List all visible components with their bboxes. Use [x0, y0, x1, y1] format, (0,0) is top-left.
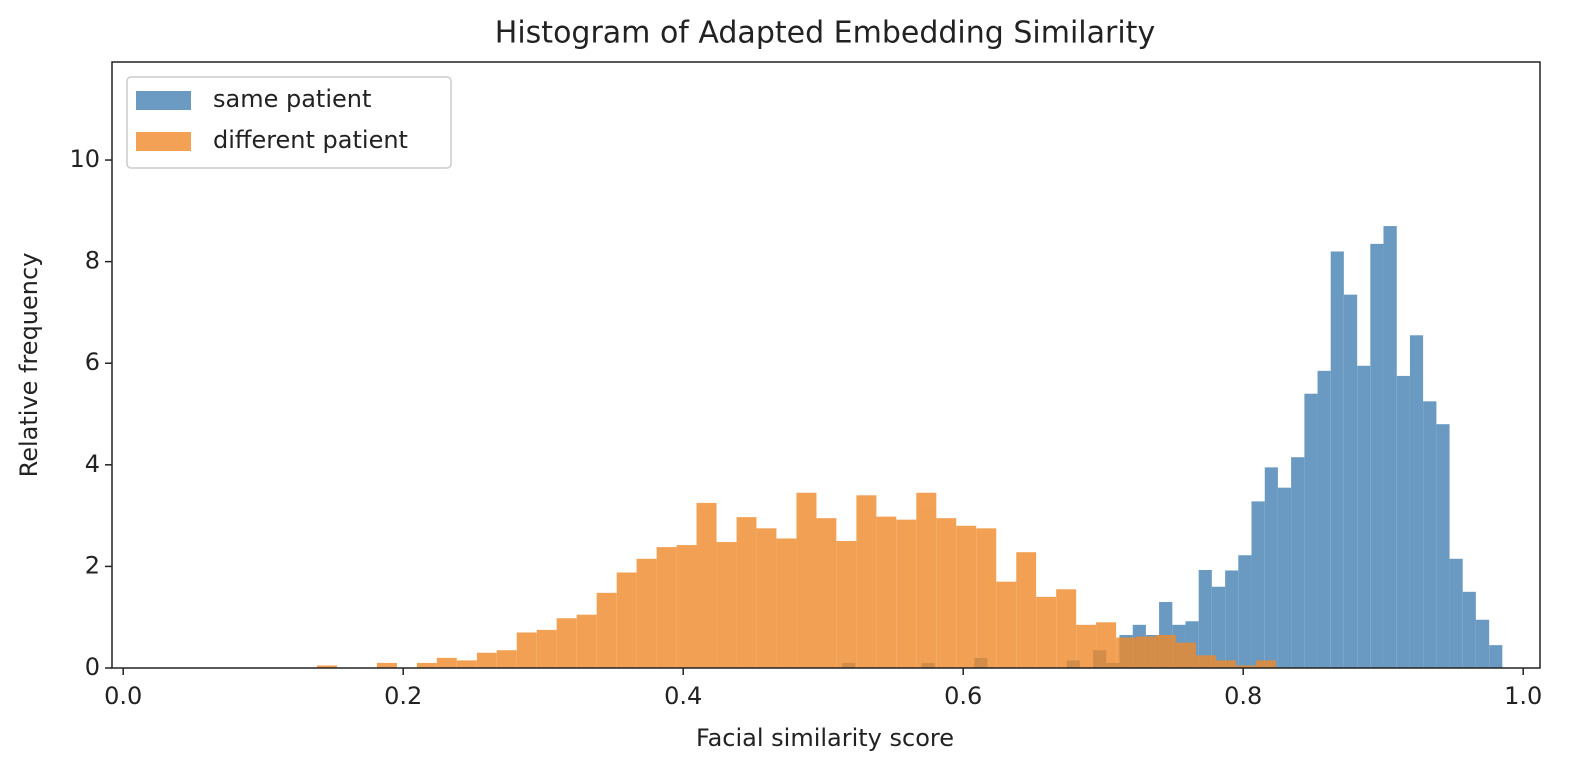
bar — [676, 545, 697, 668]
legend-swatch — [136, 132, 191, 151]
bar — [696, 502, 717, 668]
bar — [856, 495, 877, 668]
bar — [1036, 596, 1057, 668]
bar — [1396, 375, 1410, 668]
bar — [1291, 457, 1305, 668]
bar — [816, 518, 837, 668]
bar — [756, 528, 777, 668]
bar — [1370, 243, 1384, 668]
bar — [1251, 501, 1265, 668]
bar — [1489, 645, 1503, 668]
bar — [1198, 569, 1212, 668]
bar — [896, 519, 917, 668]
bar — [516, 632, 537, 668]
legend-label: same patient — [213, 85, 371, 113]
bar — [576, 614, 597, 668]
bar — [416, 662, 437, 668]
x-axis-label: Facial similarity score — [696, 724, 954, 752]
y-tick-label: 6 — [85, 348, 100, 376]
y-tick-label: 8 — [85, 247, 100, 275]
bar — [1155, 634, 1176, 668]
y-tick-label: 10 — [69, 145, 100, 173]
bar — [656, 547, 677, 668]
bar — [1357, 365, 1371, 668]
bar — [1116, 637, 1137, 668]
legend: same patient different patient — [126, 76, 452, 169]
y-tick-label: 2 — [85, 551, 100, 579]
x-tick-label: 0.4 — [664, 682, 702, 710]
bar — [456, 660, 477, 668]
bar — [1277, 487, 1292, 668]
bar — [1076, 624, 1097, 668]
bar — [1136, 636, 1156, 668]
bar — [1475, 619, 1490, 668]
bar — [1264, 467, 1278, 668]
bar — [436, 657, 457, 668]
x-tick-label: 0.6 — [944, 682, 982, 710]
bar — [876, 516, 897, 668]
legend-label: different patient — [213, 126, 408, 154]
bar — [776, 538, 797, 668]
bar — [1436, 424, 1450, 668]
bar — [1383, 226, 1397, 668]
legend-box — [126, 76, 452, 169]
x-tick-label: 1.0 — [1504, 682, 1542, 710]
y-tick-label: 0 — [85, 653, 100, 681]
bar — [1096, 622, 1117, 668]
bar — [1409, 335, 1424, 668]
bar — [1423, 401, 1437, 668]
bar — [1330, 251, 1344, 668]
bar — [1235, 665, 1256, 668]
bar — [1449, 558, 1463, 668]
plot-frame — [111, 61, 1541, 669]
bar — [1216, 660, 1236, 668]
bar — [616, 572, 637, 668]
x-tick-label: 0.2 — [384, 682, 422, 710]
bar — [1196, 655, 1217, 668]
bar — [1211, 586, 1226, 668]
bar — [1462, 591, 1476, 668]
bar — [316, 665, 337, 668]
bar — [1016, 552, 1037, 668]
x-tick-label: 0.0 — [104, 682, 142, 710]
legend-swatch — [136, 91, 191, 110]
bar — [736, 517, 757, 668]
bar — [636, 558, 657, 668]
chart-title: Histogram of Adapted Embedding Similarit… — [495, 16, 1155, 51]
bar — [1304, 393, 1318, 668]
bar — [996, 581, 1017, 668]
bar — [836, 541, 857, 668]
bar — [1225, 570, 1239, 668]
y-tick-label: 4 — [85, 450, 100, 478]
bar — [556, 618, 577, 668]
bar — [1255, 660, 1276, 668]
bar — [976, 528, 997, 668]
bar — [496, 650, 517, 668]
y-axis-label: Relative frequency — [15, 253, 43, 478]
series — [842, 226, 1503, 668]
series — [316, 492, 1276, 668]
bar — [716, 542, 737, 668]
bar — [1056, 589, 1077, 668]
bar — [916, 492, 937, 668]
bar — [1317, 370, 1331, 668]
bar — [376, 662, 397, 668]
bar — [936, 518, 957, 668]
bar — [536, 629, 557, 668]
bar — [796, 492, 817, 668]
bar — [596, 592, 617, 668]
bar — [1176, 642, 1197, 668]
bar — [1343, 294, 1358, 668]
x-tick-label: 0.8 — [1224, 682, 1262, 710]
bar — [1238, 555, 1252, 668]
bar — [476, 652, 497, 668]
bar — [956, 525, 977, 668]
